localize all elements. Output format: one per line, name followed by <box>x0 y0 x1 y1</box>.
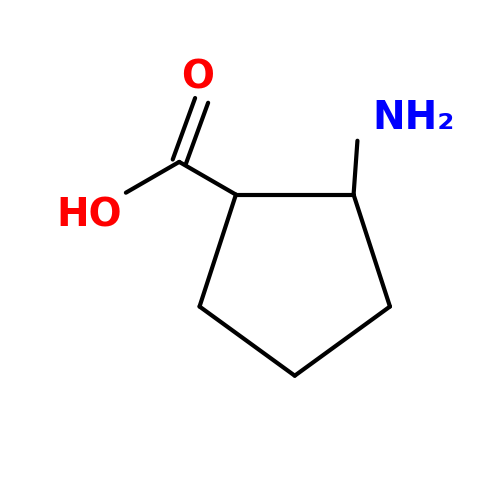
Text: O: O <box>182 58 214 96</box>
Text: NH₂: NH₂ <box>373 99 455 137</box>
Text: HO: HO <box>56 196 122 234</box>
